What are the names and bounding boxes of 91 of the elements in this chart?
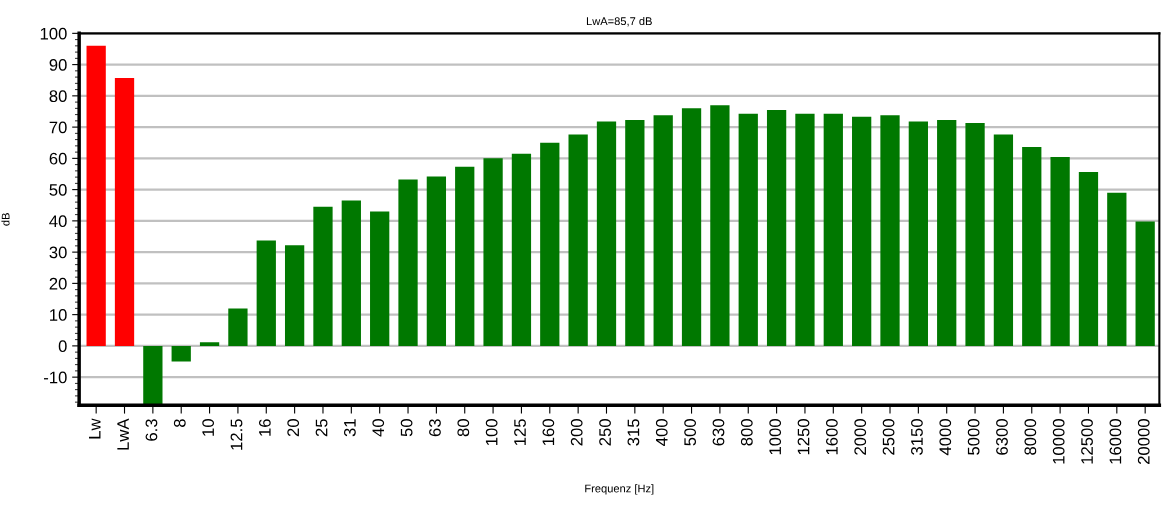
x-tick-label: 16000 xyxy=(1109,419,1122,464)
bar xyxy=(1078,172,1099,346)
y-tick-label: 80 xyxy=(49,90,67,103)
x-tick-label: 1000 xyxy=(769,419,782,455)
y-tick-label: 70 xyxy=(49,121,67,134)
bar xyxy=(1022,147,1042,346)
bar xyxy=(1107,192,1127,346)
x-axis-title: Frequenz [Hz] xyxy=(585,484,654,495)
x-tick-label: 3150 xyxy=(911,419,923,455)
bar xyxy=(455,166,475,346)
x-tick-label: 1250 xyxy=(797,419,810,455)
bar xyxy=(256,240,276,346)
y-axis-title: dB xyxy=(1,213,10,226)
y-tick-label: 20 xyxy=(49,277,67,290)
x-tick-label: 400 xyxy=(655,419,668,446)
bar xyxy=(993,134,1014,346)
x-tick-label: 315 xyxy=(627,419,640,446)
x-tick-label: 100 xyxy=(485,419,498,445)
y-tick-label: -10 xyxy=(44,371,67,384)
y-tick-label: 60 xyxy=(49,152,67,165)
x-tick-label: 1600 xyxy=(825,419,838,455)
bar xyxy=(143,345,163,406)
x-tick-label: 630 xyxy=(712,419,725,446)
x-tick-label: 40 xyxy=(372,419,385,437)
x-tick-label: 31 xyxy=(344,419,356,437)
x-tick-label: 63 xyxy=(429,419,441,437)
bar xyxy=(965,123,985,346)
bar xyxy=(823,113,843,346)
x-tick-label: 200 xyxy=(570,419,583,446)
bar xyxy=(483,158,503,346)
x-tick-label: 125 xyxy=(514,419,526,445)
x-tick-label: 20 xyxy=(287,419,300,437)
x-tick-label: 12500 xyxy=(1081,419,1093,464)
bar xyxy=(908,121,928,346)
bar xyxy=(852,116,872,346)
bar xyxy=(540,142,560,346)
x-tick-label: 8 xyxy=(173,419,186,428)
bar xyxy=(681,108,702,346)
bar xyxy=(766,109,787,346)
bar xyxy=(568,134,588,346)
bar xyxy=(284,245,305,346)
x-tick-label: 16 xyxy=(258,419,271,436)
bar xyxy=(114,78,135,346)
bar xyxy=(426,176,447,346)
x-tick-label: 4000 xyxy=(939,419,952,456)
bar xyxy=(738,113,758,346)
x-tick-label: 800 xyxy=(740,419,753,446)
x-tick-label: 6.3 xyxy=(145,419,158,441)
x-tick-label: 6300 xyxy=(996,419,1008,455)
chart-title: LwA=85,7 dB xyxy=(586,16,652,27)
x-tick-label: 80 xyxy=(457,419,470,437)
bar xyxy=(880,115,900,346)
bar xyxy=(795,113,815,346)
y-tick-label: 50 xyxy=(49,184,67,196)
x-tick-label: 8000 xyxy=(1024,419,1037,455)
x-tick-label: 160 xyxy=(542,419,555,445)
bar xyxy=(596,121,617,346)
bar xyxy=(625,119,645,346)
bar xyxy=(86,45,106,346)
y-tick-label: 0 xyxy=(58,340,67,353)
x-tick-label: 50 xyxy=(400,419,413,437)
x-tick-label: 10000 xyxy=(1052,419,1065,464)
x-tick-label: 10 xyxy=(202,419,215,436)
x-tick-label: 25 xyxy=(315,419,328,437)
y-tick-label: 40 xyxy=(49,215,67,228)
y-tick-label: 90 xyxy=(49,59,67,71)
x-tick-label: Lw xyxy=(89,418,101,439)
x-tick-label: 5000 xyxy=(967,419,980,455)
bar xyxy=(653,115,673,346)
y-tick-label: 100 xyxy=(40,27,67,40)
bar xyxy=(398,179,418,346)
bar xyxy=(710,105,730,346)
bar xyxy=(937,119,957,346)
x-tick-label: 500 xyxy=(684,419,697,446)
bar xyxy=(370,211,390,346)
x-tick-label: 250 xyxy=(599,419,611,446)
bar xyxy=(341,200,361,346)
bar xyxy=(1135,221,1155,346)
x-tick-label: 20000 xyxy=(1137,419,1150,464)
y-tick-label: 10 xyxy=(50,309,67,321)
x-tick-label: LwA xyxy=(117,418,129,450)
bar xyxy=(1050,157,1070,346)
bar xyxy=(313,206,333,346)
x-tick-label: 12.5 xyxy=(230,419,243,450)
y-tick-label: 30 xyxy=(49,246,67,259)
bar xyxy=(199,342,220,346)
x-tick-label: 2500 xyxy=(882,419,895,455)
bar xyxy=(228,308,248,346)
x-tick-label: 2000 xyxy=(854,419,867,455)
bar xyxy=(511,153,532,346)
bar xyxy=(171,345,191,362)
